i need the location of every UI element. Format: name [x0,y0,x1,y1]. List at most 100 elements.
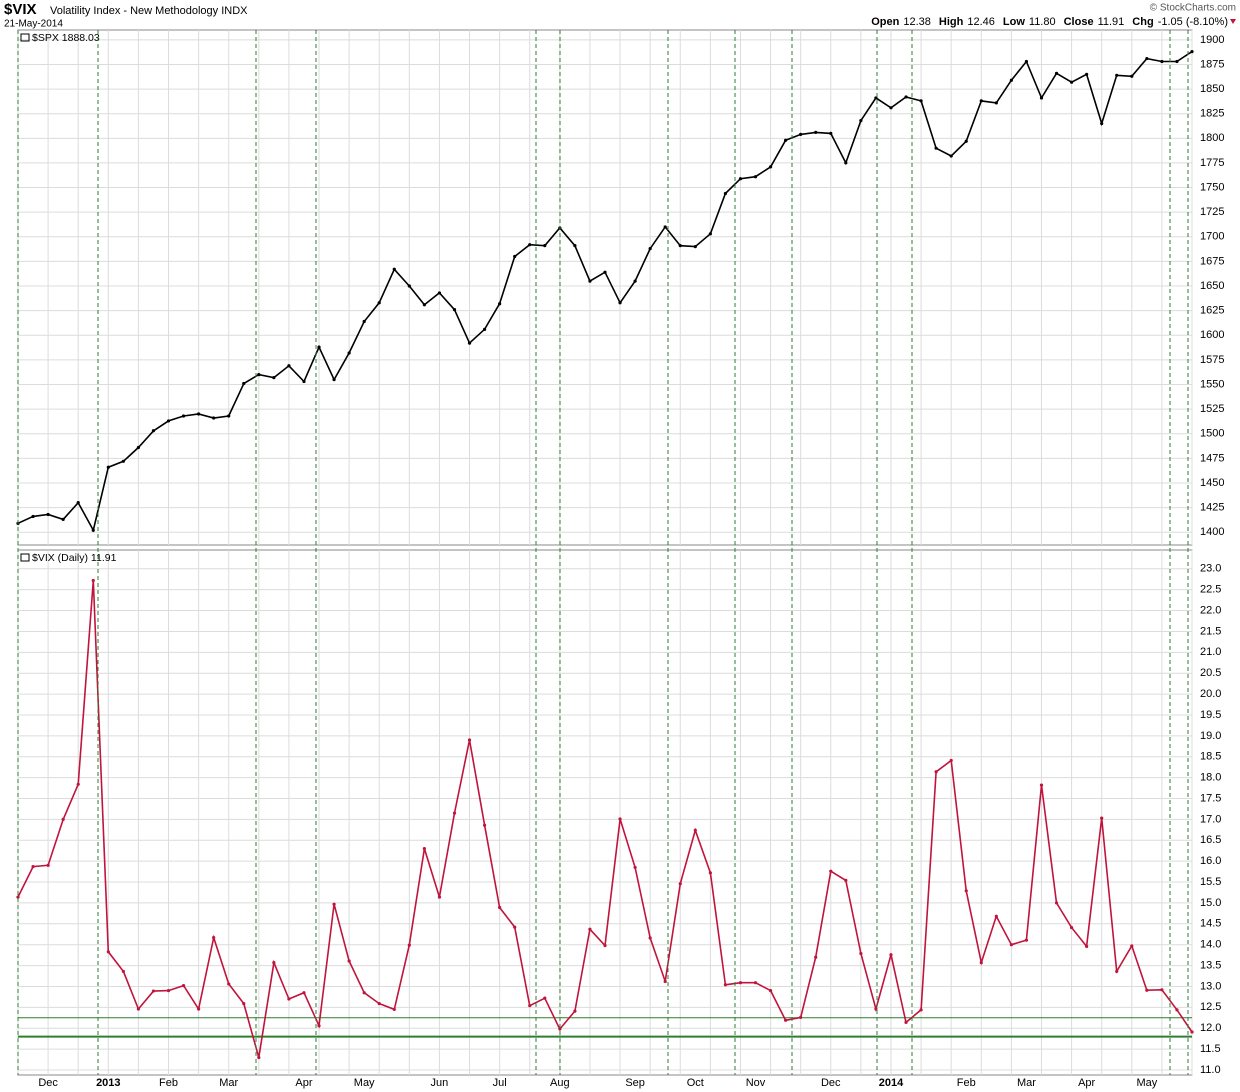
y-tick-label: 21.0 [1200,646,1221,658]
data-point [136,1007,141,1011]
data-point [197,1007,201,1011]
data-point [829,869,833,873]
data-point [1160,59,1164,64]
x-tick-label: Feb [159,1077,178,1089]
data-point [1069,80,1074,84]
data-point [1024,59,1029,64]
y-tick-label: 11.0 [1200,1064,1221,1076]
data-point [513,925,517,929]
y-tick-label: 1575 [1200,354,1224,366]
data-point [814,130,818,135]
data-point [76,501,80,505]
watermark: © StockCharts.com [1150,3,1236,14]
data-point [347,351,351,355]
data-point [663,979,667,984]
data-point [1085,72,1089,76]
x-tick-label: 2014 [879,1077,904,1089]
data-point [543,244,547,248]
data-point [347,959,351,963]
data-point [272,961,276,965]
y-tick-label: 1850 [1200,83,1224,95]
y-tick-label: 14.0 [1200,939,1221,951]
data-point [377,1001,381,1006]
data-point [121,459,125,463]
data-point [859,118,863,123]
data-point [317,345,321,349]
data-point [1069,925,1074,930]
data-point [1130,944,1134,948]
index-name: Volatility Index - New Methodology INDX [50,5,248,17]
quote-value: 11.91 [1098,16,1125,28]
x-tick-label: Dec [38,1077,58,1089]
data-point [332,377,336,382]
data-point [181,984,186,988]
data-point [257,1055,261,1060]
data-point [1190,50,1194,54]
y-tick-label: 1600 [1200,329,1224,341]
data-point [1085,944,1089,948]
data-point [949,758,953,763]
x-tick-label: Oct [687,1077,704,1089]
y-tick-label: 17.5 [1200,792,1221,804]
data-point [1100,816,1104,820]
data-point [362,319,366,324]
data-point [618,301,622,305]
data-point [994,914,998,918]
x-tick-label: 2013 [96,1077,120,1089]
data-point [708,232,712,236]
data-point [889,106,893,110]
y-tick-label: 1675 [1200,255,1224,267]
data-point [919,99,923,103]
quote-value: 12.46 [967,16,995,28]
data-point [151,989,156,993]
data-point [1054,901,1059,905]
data-point [723,983,728,987]
data-point [31,864,35,869]
data-point [633,865,637,870]
data-point [317,1024,321,1028]
y-tick-label: 16.5 [1200,834,1221,846]
data-point [242,381,246,386]
data-point [46,512,50,517]
y-tick-label: 12.5 [1200,1001,1221,1013]
data-point [784,138,788,142]
data-point [467,738,472,742]
symbol: $VIX [4,1,37,18]
data-point [558,1027,562,1031]
legend-swatch [20,33,30,42]
data-point [1145,56,1149,61]
data-point [874,1007,878,1011]
data-point [392,1007,396,1012]
data-point [136,445,141,450]
data-point [919,1008,923,1012]
data-point [738,177,743,181]
data-point [242,1001,246,1006]
data-point [1024,938,1029,942]
data-point [498,302,502,306]
y-tick-label: 1500 [1200,428,1224,440]
x-tick-label: Jun [431,1077,449,1089]
data-point [422,303,426,307]
quote: -1.05 (-8.10%) Chg 11.91 Close 11.80 Low 12.46… [871,16,1228,28]
y-tick-label: 1800 [1200,132,1224,144]
quote-value: 11.80 [1029,16,1056,28]
quote-label: High [939,16,964,28]
data-point [1039,96,1044,100]
data-point [618,817,622,821]
data-point [738,981,743,985]
y-tick-label: 1750 [1200,181,1224,193]
data-point [949,154,953,158]
down-arrow [1230,19,1236,24]
data-point [1130,74,1134,78]
data-point [904,95,908,99]
data-point [889,953,893,957]
y-tick-label: 1400 [1200,526,1224,538]
data-point [106,465,110,469]
data-point [964,139,968,143]
data-point [482,823,487,827]
data-point [437,291,442,295]
y-tick-label: 23.0 [1200,563,1221,575]
data-point [753,175,758,179]
y-tick-label: 1700 [1200,231,1224,243]
